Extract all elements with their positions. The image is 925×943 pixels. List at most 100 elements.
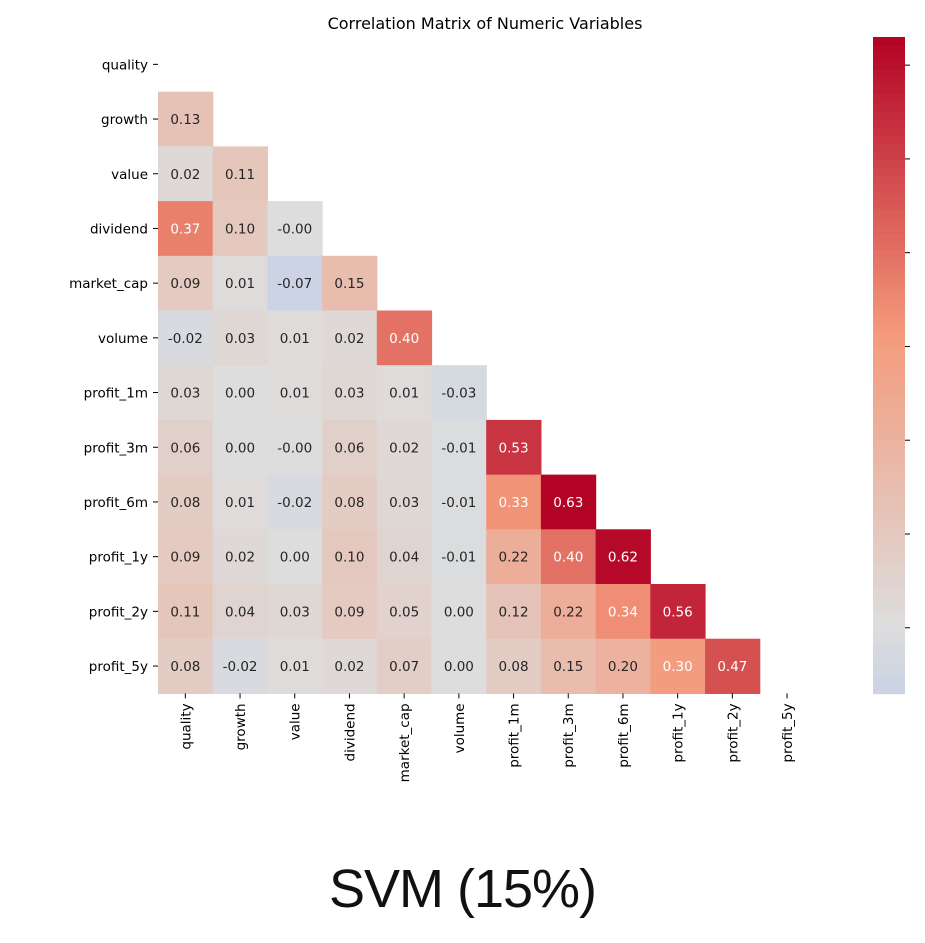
cell-value-label: 0.00: [225, 386, 255, 402]
cell-value-label: -0.02: [277, 495, 312, 511]
cell-value-label: -0.01: [441, 550, 476, 566]
colorbar-segment: [873, 676, 905, 686]
cell-value-label: 0.34: [608, 604, 638, 620]
colorbar-segment: [873, 119, 905, 129]
cell-value-label: 0.22: [553, 604, 583, 620]
cell-value-label: 0.01: [280, 386, 310, 402]
heatmap-cell: [705, 638, 761, 694]
heatmap-cell: [431, 529, 487, 585]
colorbar-segment: [873, 562, 905, 572]
heatmap-cell: [212, 584, 268, 640]
colorbar-segment: [873, 69, 905, 79]
y-tick-label: profit_6m: [84, 495, 148, 511]
colorbar-segment: [873, 45, 905, 55]
x-tick-label: profit_5y: [780, 703, 796, 762]
colorbar-segment: [873, 160, 905, 170]
cell-value-label: 0.22: [499, 550, 529, 566]
cell-value-label: -0.00: [277, 221, 312, 237]
caption: SVM (15%): [328, 859, 597, 919]
colorbar-segment: [873, 406, 905, 416]
cell-value-label: 0.01: [389, 386, 419, 402]
cell-value-label: 0.62: [608, 550, 638, 566]
colorbar-segment: [873, 192, 905, 202]
cell-value-label: 0.02: [225, 550, 255, 566]
colorbar-segment: [873, 201, 905, 211]
heatmap-cell: [158, 474, 214, 530]
cell-value-label: -0.00: [277, 440, 312, 456]
colorbar-segment: [873, 471, 905, 481]
colorbar-segment: [873, 102, 905, 112]
colorbar-segment: [873, 332, 905, 342]
cell-value-label: 0.08: [170, 495, 200, 511]
heatmap-cell: [267, 255, 323, 312]
x-tick-label: market_cap: [397, 703, 413, 782]
heatmap-cell: [158, 201, 214, 257]
colorbar-segment: [873, 356, 905, 366]
colorbar-segment: [873, 504, 905, 514]
y-tick-label: value: [111, 167, 148, 183]
cell-value-label: 0.53: [499, 440, 529, 456]
cell-value-label: 0.03: [334, 386, 364, 402]
heatmap-cell: [486, 638, 542, 694]
heatmap-cell: [158, 255, 214, 312]
colorbar-segment: [873, 299, 905, 309]
heatmap-cell: [595, 584, 651, 640]
heatmap-cell: [322, 310, 378, 366]
colorbar-segment: [873, 324, 905, 334]
colorbar-segment: [873, 283, 905, 293]
cell-value-label: 0.08: [334, 495, 364, 511]
heatmap-cell: [158, 419, 214, 476]
heatmap-cell: [595, 529, 651, 585]
colorbar-segment: [873, 553, 905, 563]
colorbar-segment: [873, 217, 905, 227]
cell-value-label: 0.02: [170, 167, 200, 183]
cell-value-label: 0.00: [444, 659, 474, 675]
cell-value-label: 0.15: [553, 659, 583, 675]
cell-value-label: 0.15: [334, 276, 364, 292]
colorbar-segment: [873, 586, 905, 596]
colorbar-segment: [873, 365, 905, 375]
colorbar-segment: [873, 258, 905, 268]
cell-value-label: 0.09: [170, 550, 200, 566]
cell-value-label: 0.37: [170, 221, 200, 237]
colorbar-segment: [873, 488, 905, 498]
colorbar-segment: [873, 151, 905, 161]
heatmap-cell: [158, 310, 214, 366]
colorbar-segment: [873, 594, 905, 604]
y-tick-label: profit_3m: [84, 440, 148, 456]
y-tick-label: dividend: [90, 221, 148, 237]
colorbar-segment: [873, 627, 905, 637]
colorbar-segment: [873, 611, 905, 621]
heatmap-cell: [650, 584, 706, 640]
y-tick-label: market_cap: [69, 276, 148, 292]
heatmap-cell: [431, 419, 487, 476]
chart-title: Correlation Matrix of Numeric Variables: [328, 14, 643, 33]
heatmap-cell: [322, 255, 378, 312]
heatmap-cell: [431, 474, 487, 530]
colorbar-segment: [873, 176, 905, 186]
heatmap-cell: [267, 419, 323, 476]
cell-value-label: 0.40: [389, 331, 419, 347]
heatmap-cell: [431, 584, 487, 640]
colorbar-segment: [873, 168, 905, 178]
heatmap-cell: [158, 365, 214, 421]
colorbar-segment: [873, 685, 905, 695]
colorbar-segment: [873, 250, 905, 260]
x-tick-label: profit_2y: [725, 703, 741, 762]
y-tick-label: profit_1y: [89, 550, 148, 566]
colorbar-segment: [873, 660, 905, 670]
x-tick-label: profit_1y: [671, 703, 687, 762]
x-tick-label: growth: [233, 703, 249, 750]
heatmap-cell: [267, 201, 323, 257]
colorbar-segment: [873, 578, 905, 588]
colorbar-segment: [873, 373, 905, 383]
colorbar-segment: [873, 537, 905, 547]
colorbar-segment: [873, 521, 905, 531]
y-axis: quality growth value dividend market_capvolu…: [69, 57, 158, 675]
heatmap-cell: [595, 638, 651, 694]
colorbar-segment: [873, 644, 905, 654]
heatmap-cell: [212, 146, 268, 202]
colorbar-segment: [873, 307, 905, 317]
colorbar-segment: [873, 381, 905, 391]
heatmap-cell: [267, 474, 323, 530]
